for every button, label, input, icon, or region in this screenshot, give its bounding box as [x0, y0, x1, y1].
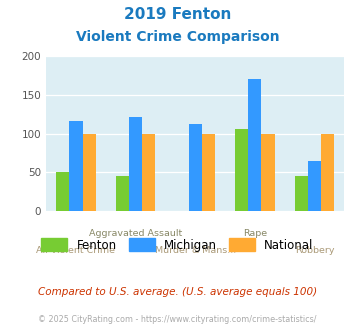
- Bar: [189, 124, 202, 211]
- Text: Robbery: Robbery: [295, 246, 334, 255]
- Bar: [82, 134, 95, 211]
- Text: Rape: Rape: [243, 229, 267, 238]
- Bar: [129, 116, 142, 211]
- Bar: [261, 134, 274, 211]
- Bar: [202, 134, 215, 211]
- Legend: Fenton, Michigan, National: Fenton, Michigan, National: [37, 234, 318, 256]
- Bar: [308, 161, 321, 211]
- Bar: [142, 134, 155, 211]
- Bar: [70, 121, 82, 211]
- Text: 2019 Fenton: 2019 Fenton: [124, 7, 231, 21]
- Bar: [295, 176, 308, 211]
- Bar: [235, 129, 248, 211]
- Bar: [56, 172, 70, 211]
- Bar: [321, 134, 334, 211]
- Text: Murder & Mans...: Murder & Mans...: [155, 246, 236, 255]
- Bar: [116, 176, 129, 211]
- Text: Compared to U.S. average. (U.S. average equals 100): Compared to U.S. average. (U.S. average …: [38, 287, 317, 297]
- Bar: [248, 80, 261, 211]
- Text: Violent Crime Comparison: Violent Crime Comparison: [76, 30, 279, 44]
- Text: All Violent Crime: All Violent Crime: [37, 246, 115, 255]
- Text: © 2025 CityRating.com - https://www.cityrating.com/crime-statistics/: © 2025 CityRating.com - https://www.city…: [38, 315, 317, 324]
- Text: Aggravated Assault: Aggravated Assault: [89, 229, 182, 238]
